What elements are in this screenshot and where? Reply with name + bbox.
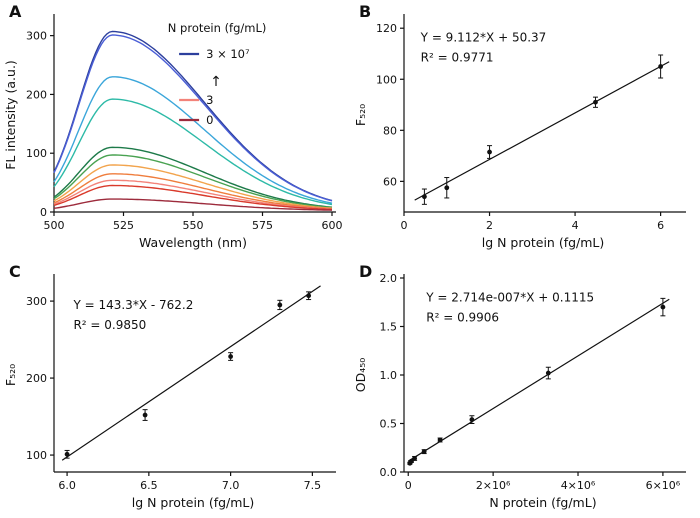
svg-text:300: 300 — [26, 30, 47, 43]
svg-text:Y = 9.112*X + 50.37: Y = 9.112*X + 50.37 — [420, 30, 547, 44]
svg-text:6×10⁶: 6×10⁶ — [646, 479, 681, 492]
svg-text:4: 4 — [572, 219, 579, 232]
svg-text:0: 0 — [206, 113, 213, 127]
svg-text:120: 120 — [376, 22, 397, 35]
svg-text:1.5: 1.5 — [380, 321, 398, 334]
panel-b-label: B — [359, 2, 372, 21]
svg-text:550: 550 — [183, 219, 204, 232]
svg-text:525: 525 — [113, 219, 134, 232]
svg-text:100: 100 — [376, 73, 397, 86]
panel-c-chart: 6.0 6.5 7.0 7.5 100 200 300 lg N protein (fg/mL… — [3, 274, 336, 510]
svg-text:100: 100 — [26, 147, 47, 160]
svg-text:0.5: 0.5 — [380, 418, 398, 431]
svg-text:300: 300 — [26, 295, 47, 308]
svg-text:500: 500 — [44, 219, 65, 232]
svg-text:Y = 143.3*X - 762.2: Y = 143.3*X - 762.2 — [72, 298, 193, 312]
panel-c-label: C — [9, 262, 21, 281]
svg-text:R² = 0.9771: R² = 0.9771 — [421, 50, 494, 64]
svg-text:2×10⁶: 2×10⁶ — [476, 479, 511, 492]
svg-text:Y = 2.714e-007*X + 0.1115: Y = 2.714e-007*X + 0.1115 — [425, 290, 594, 304]
svg-text:2.0: 2.0 — [380, 272, 398, 285]
panel-c: C 6.0 6.5 7.0 7.5 100 200 300 lg N protein (fg/… — [0, 260, 350, 518]
svg-text:6.0: 6.0 — [58, 479, 76, 492]
svg-text:lg N protein (fg/mL): lg N protein (fg/mL) — [482, 235, 605, 250]
panel-a-label: A — [9, 2, 22, 21]
svg-text:lg N protein (fg/mL): lg N protein (fg/mL) — [132, 495, 255, 510]
svg-text:R² = 0.9850: R² = 0.9850 — [73, 318, 146, 332]
svg-text:6: 6 — [657, 219, 664, 232]
panel-d-label: D — [359, 262, 373, 281]
svg-text:↑: ↑ — [210, 74, 222, 90]
svg-text:200: 200 — [26, 372, 47, 385]
svg-text:R² = 0.9906: R² = 0.9906 — [426, 310, 499, 324]
svg-text:3: 3 — [206, 93, 213, 107]
panel-b-chart: 0 2 4 6 60 80 100 120 lg N protein (fg/mL) F₅₂₀ Y … — [353, 14, 686, 250]
svg-text:0: 0 — [401, 219, 408, 232]
svg-text:80: 80 — [383, 124, 397, 137]
svg-text:F₅₂₀: F₅₂₀ — [3, 364, 18, 386]
svg-text:6.5: 6.5 — [140, 479, 158, 492]
svg-text:2: 2 — [486, 219, 493, 232]
panel-d: D 0 2×10⁶ 4×10⁶ 6×10⁶ 0.0 0.5 1.0 1.5 2.0 N prote… — [350, 260, 700, 518]
svg-text:OD₄₅₀: OD₄₅₀ — [353, 358, 368, 393]
svg-text:N protein (fg/mL): N protein (fg/mL) — [489, 495, 596, 510]
panel-a-chart: 500 525 550 575 600 0 100 200 300 Wavelength (nm)… — [3, 14, 343, 250]
svg-text:Wavelength (nm): Wavelength (nm) — [139, 235, 247, 250]
svg-text:4×10⁶: 4×10⁶ — [561, 479, 596, 492]
svg-text:N protein (fg/mL): N protein (fg/mL) — [168, 21, 267, 35]
svg-text:600: 600 — [322, 219, 343, 232]
svg-text:575: 575 — [252, 219, 273, 232]
svg-text:0.0: 0.0 — [380, 466, 398, 479]
svg-text:200: 200 — [26, 88, 47, 101]
panel-d-chart: 0 2×10⁶ 4×10⁶ 6×10⁶ 0.0 0.5 1.0 1.5 2.0 N protein… — [353, 272, 686, 510]
svg-text:0: 0 — [405, 479, 412, 492]
svg-text:3 × 10⁷: 3 × 10⁷ — [206, 47, 250, 61]
svg-text:7.5: 7.5 — [304, 479, 322, 492]
svg-text:7.0: 7.0 — [222, 479, 240, 492]
panel-a: A 500 525 550 575 600 0 100 200 300 Wavelength (n… — [0, 0, 350, 258]
svg-text:F₅₂₀: F₅₂₀ — [353, 104, 368, 126]
svg-text:0: 0 — [40, 206, 47, 219]
svg-text:FL intensity (a.u.): FL intensity (a.u.) — [3, 60, 18, 170]
svg-text:1.0: 1.0 — [380, 369, 398, 382]
svg-text:100: 100 — [26, 449, 47, 462]
svg-text:60: 60 — [383, 175, 397, 188]
panel-b: B 0 2 4 6 60 80 100 120 lg N protein (fg/mL) F₅₂₀… — [350, 0, 700, 258]
